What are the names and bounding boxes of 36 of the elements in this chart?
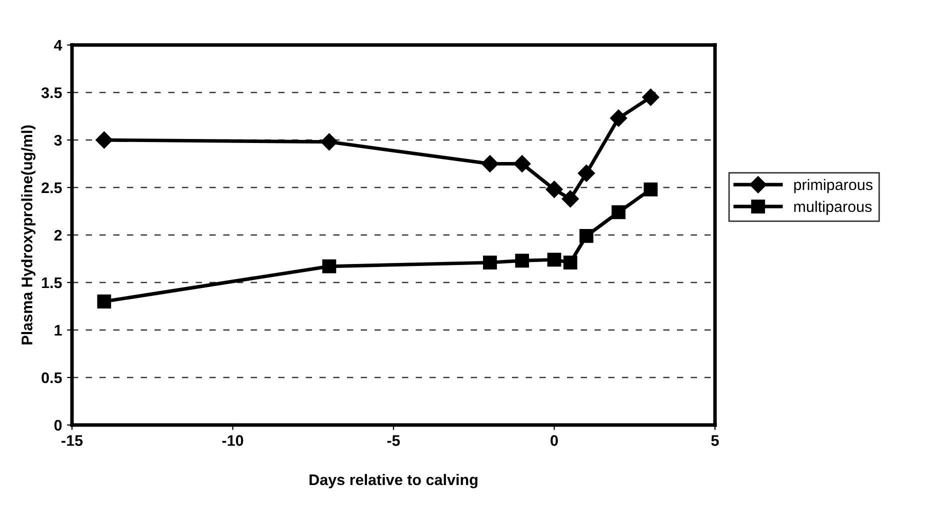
point (610, 110, 628, 127)
y-tick-label: 4 (54, 40, 62, 51)
y-tick-label: 1 (54, 325, 62, 336)
x-tick-label: 5 (711, 435, 719, 446)
point (483, 256, 497, 270)
x-tick-label: -15 (62, 435, 83, 446)
point (562, 190, 579, 208)
y-tick-label: 0 (54, 420, 62, 431)
point (644, 182, 658, 196)
point (563, 256, 578, 270)
y-tick-label: 3.5 (41, 87, 62, 98)
x-tick-label: 0 (550, 435, 558, 446)
point (320, 133, 338, 150)
y-tick-label: 0.5 (42, 372, 62, 384)
point (546, 180, 563, 198)
point (481, 155, 498, 172)
x-axis-title: Days relative to calving (310, 474, 478, 488)
y-tick-label: 3 (54, 134, 62, 146)
y-tick-label: 2.5 (42, 182, 62, 194)
point (515, 254, 530, 268)
point (322, 259, 336, 274)
point (514, 155, 531, 172)
x-tick-label: -5 (387, 435, 400, 446)
y-tick-label: 1.5 (42, 278, 62, 288)
point (579, 229, 594, 243)
legend-label: multiparous (794, 200, 872, 216)
point (578, 164, 595, 182)
legend-label: primiparous (794, 178, 872, 194)
y-axis-title: Plasma Hydroxyproline(ug/ml) (21, 125, 36, 344)
point (97, 294, 112, 308)
point (547, 252, 562, 267)
y-tick-label: 2 (54, 230, 62, 241)
point (612, 205, 626, 220)
point (642, 88, 660, 106)
point (96, 131, 113, 149)
x-tick-label: -10 (222, 435, 244, 446)
